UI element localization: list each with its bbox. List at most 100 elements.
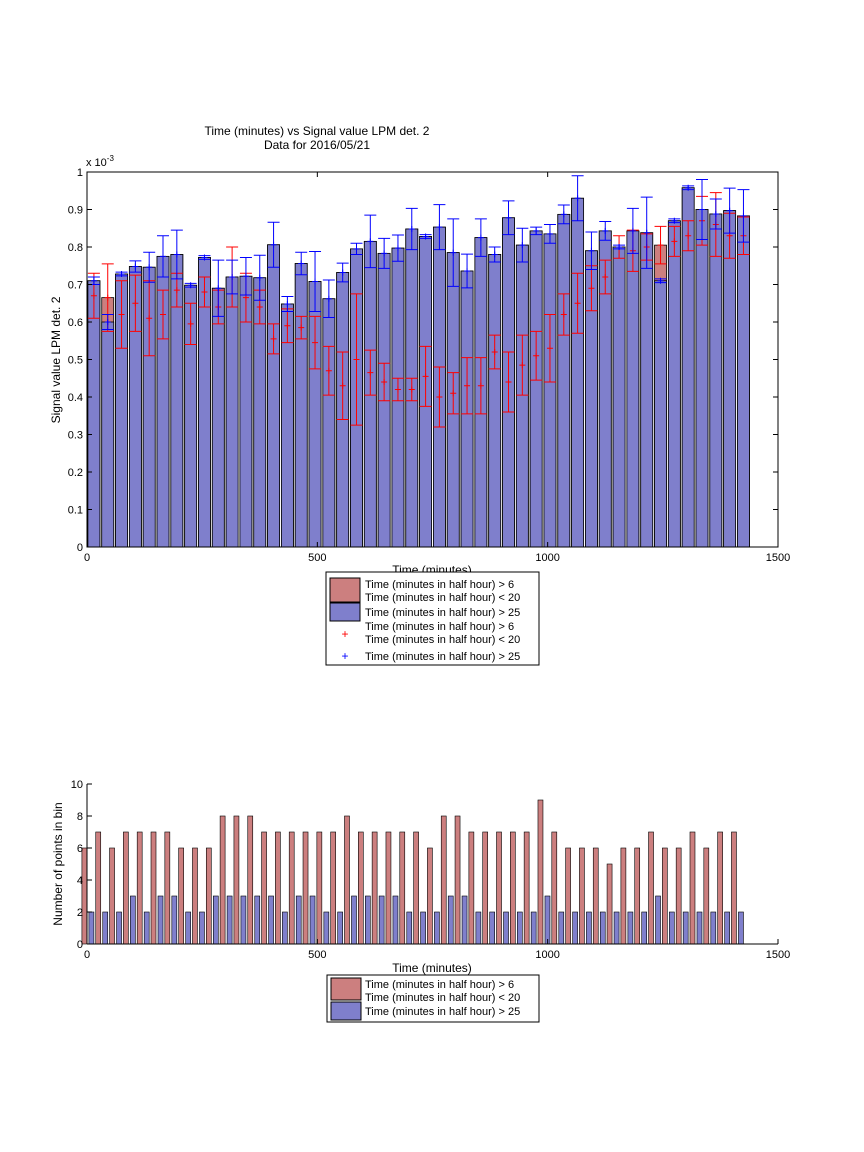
top-red-error-bar bbox=[419, 345, 432, 407]
top-blue-bar bbox=[709, 213, 723, 548]
top-legend-box bbox=[325, 571, 540, 666]
bottom-red-bar bbox=[413, 831, 419, 945]
chart-title: Time (minutes) vs Signal value LPM det. … bbox=[205, 124, 430, 138]
top-blue-error-bar bbox=[557, 204, 570, 225]
top-blue-error-bar bbox=[654, 277, 667, 284]
bottom-red-bar bbox=[205, 847, 212, 945]
bottom-red-bar bbox=[689, 831, 696, 945]
bottom-blue-bar bbox=[199, 911, 205, 945]
bottom-x-tick-label: 0 bbox=[84, 949, 90, 961]
bottom-red-bar bbox=[662, 847, 668, 945]
top-red-error-bar bbox=[391, 377, 404, 402]
top-blue-error-bar bbox=[613, 244, 626, 250]
top-blue-bar bbox=[488, 254, 502, 548]
top-blue-error-bar bbox=[695, 179, 708, 240]
bottom-blue-bar bbox=[724, 911, 730, 945]
top-red-error-bar bbox=[184, 302, 197, 345]
bottom-blue-bar bbox=[627, 911, 634, 945]
top-blue-error-bar bbox=[640, 196, 653, 269]
bottom-blue-bar bbox=[738, 911, 744, 945]
bottom-blue-bar bbox=[143, 911, 150, 945]
top-blue-bar bbox=[557, 213, 571, 548]
bottom-y-axis-label: Number of points in bin bbox=[51, 802, 65, 925]
bottom-red-bar bbox=[330, 831, 336, 945]
top-red-error-bar bbox=[516, 334, 529, 396]
top-red-error-bar bbox=[295, 315, 308, 340]
bottom-x-tick-label: 1000 bbox=[535, 949, 559, 961]
bottom-legend-red-bar-swatch bbox=[330, 977, 362, 1001]
top-blue-error-bar bbox=[723, 187, 736, 234]
bottom-blue-bar bbox=[157, 895, 164, 945]
top-blue-error-bar bbox=[433, 204, 446, 251]
bottom-blue-bar bbox=[365, 895, 371, 945]
bottom-blue-bar bbox=[420, 911, 426, 945]
bottom-blue-bar bbox=[171, 895, 178, 945]
top-blue-error-bar bbox=[516, 227, 529, 263]
bottom-blue-bar bbox=[212, 895, 219, 945]
top-red-error-bar bbox=[129, 274, 142, 332]
top-y-tick-label: 0.7 bbox=[68, 280, 83, 292]
bottom-y-tick-label: 8 bbox=[77, 811, 83, 823]
top-red-error-bar bbox=[502, 351, 515, 413]
top-blue-bar bbox=[515, 244, 529, 548]
top-y-tick-label: 0.4 bbox=[68, 392, 83, 404]
bottom-red-bar bbox=[468, 831, 475, 945]
top-blue-bar bbox=[322, 298, 336, 548]
bottom-blue-bar bbox=[613, 911, 620, 945]
top-red-error-bar bbox=[682, 220, 695, 252]
bottom-red-bar bbox=[136, 831, 143, 945]
bottom-blue-bar bbox=[378, 895, 385, 945]
bottom-red-bar bbox=[482, 831, 488, 945]
bottom-blue-bar bbox=[240, 895, 247, 945]
bottom-legend-blue-bar-label: Time (minutes in half hour) > 25 bbox=[365, 1006, 520, 1018]
bottom-bars bbox=[81, 799, 744, 945]
top-blue-bar bbox=[543, 233, 557, 548]
bottom-ticks: 0 2 4 6 8 10 0 500 1000 1500 bbox=[71, 779, 790, 961]
bottom-red-bar bbox=[247, 815, 254, 945]
bottom-blue-bar bbox=[268, 895, 274, 945]
top-blue-error-bar bbox=[682, 184, 695, 191]
bottom-blue-bar bbox=[392, 895, 399, 945]
top-legend: Time (minutes in half hour) > 6 Time (mi… bbox=[325, 571, 540, 666]
top-y-exponent: x 10-3 bbox=[86, 154, 114, 169]
top-x-tick-label: 1000 bbox=[535, 552, 559, 564]
bottom-red-bar bbox=[164, 831, 171, 945]
top-error-bars bbox=[87, 175, 750, 428]
top-blue-error-bar bbox=[474, 218, 487, 257]
top-blue-error-bar bbox=[447, 218, 460, 287]
bottom-legend-box bbox=[326, 974, 540, 1023]
top-blue-error-bar bbox=[543, 224, 556, 244]
bottom-red-bar bbox=[717, 831, 723, 945]
top-blue-bar bbox=[640, 232, 654, 548]
bottom-red-bar bbox=[565, 847, 571, 945]
top-red-error-bar bbox=[198, 276, 211, 308]
bottom-red-bar bbox=[178, 847, 184, 945]
top-blue-error-bar bbox=[143, 251, 156, 283]
top-red-error-bar bbox=[668, 225, 681, 257]
top-blue-bar bbox=[737, 215, 750, 548]
top-blue-error-bar bbox=[267, 221, 280, 268]
top-y-tick-label: 1 bbox=[77, 167, 83, 179]
top-legend-blue-bar-label: Time (minutes in half hour) > 25 bbox=[365, 607, 520, 619]
top-y-axis-label: Signal value LPM det. 2 bbox=[49, 296, 63, 423]
bottom-blue-bar bbox=[351, 895, 357, 945]
bottom-blue-bar bbox=[282, 911, 288, 945]
top-red-error-bar bbox=[378, 362, 391, 402]
top-blue-error-bar bbox=[239, 257, 252, 296]
bottom-blue-bar bbox=[530, 911, 537, 945]
top-legend-red-bar-line2: Time (minutes in half hour) < 20 bbox=[365, 592, 520, 604]
bottom-red-bar bbox=[648, 831, 654, 945]
bottom-blue-bar bbox=[489, 911, 495, 945]
top-red-error-bar bbox=[433, 366, 446, 428]
top-blue-error-bar bbox=[322, 279, 335, 318]
bottom-blue-bar bbox=[682, 911, 689, 945]
bottom-blue-bar bbox=[572, 911, 578, 945]
top-red-error-bar bbox=[461, 357, 474, 415]
top-blue-bar bbox=[654, 280, 667, 548]
top-blue-error-bar bbox=[364, 214, 377, 269]
top-blue-bar bbox=[626, 230, 640, 548]
top-blue-error-bar bbox=[530, 226, 543, 236]
top-red-error-bar bbox=[322, 345, 335, 396]
top-blue-error-bar bbox=[281, 296, 294, 312]
bottom-red-bar bbox=[579, 847, 585, 945]
